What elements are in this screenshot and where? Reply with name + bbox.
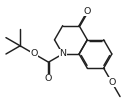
Text: O: O — [108, 78, 116, 87]
Text: N: N — [59, 49, 66, 59]
Text: O: O — [84, 7, 91, 16]
Text: O: O — [45, 74, 52, 83]
Text: O: O — [31, 49, 38, 59]
